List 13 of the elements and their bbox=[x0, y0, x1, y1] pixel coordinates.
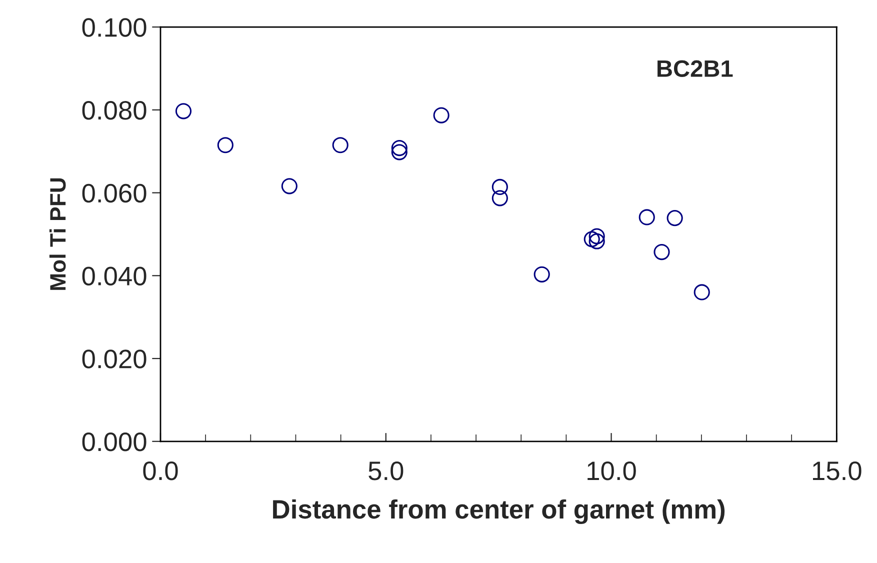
y-tick-label: 0.100 bbox=[82, 18, 146, 37]
x-axis-title: Distance from center of garnet (mm) bbox=[273, 499, 725, 524]
x-tick-label: 5.0 bbox=[368, 462, 404, 480]
x-tick-label: 10.0 bbox=[588, 462, 636, 480]
y-tick-label: 0.060 bbox=[82, 184, 146, 203]
annotation: BC2B1 bbox=[658, 60, 733, 77]
y-tick-label: 0.000 bbox=[82, 432, 146, 452]
y-tick-label: 0.040 bbox=[82, 266, 146, 286]
x-tick-label: 15.0 bbox=[812, 462, 862, 480]
y-axis-title: Mol Ti PFU bbox=[49, 178, 66, 290]
y-tick-label: 0.080 bbox=[82, 101, 146, 120]
y-tick-label: 0.020 bbox=[82, 350, 146, 368]
x-tick-label: 0.0 bbox=[143, 462, 178, 480]
